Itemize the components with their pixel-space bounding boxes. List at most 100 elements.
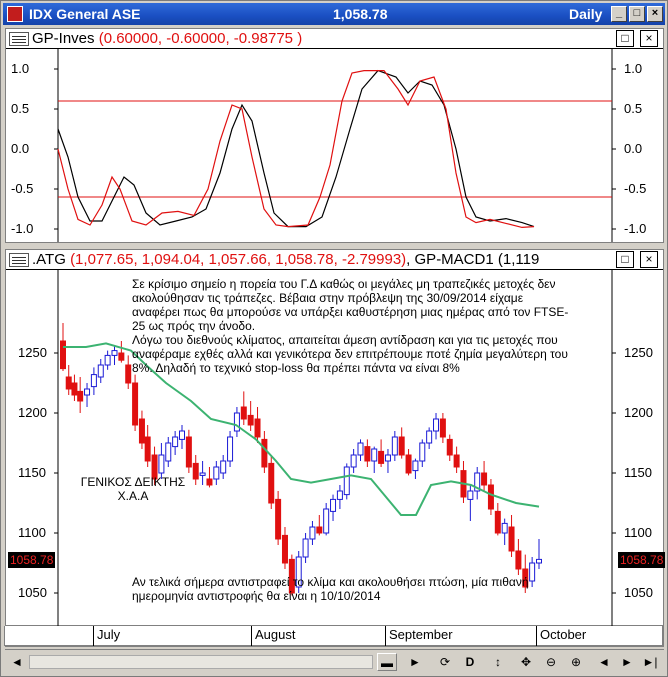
pane-maximize-icon[interactable]: □ <box>616 30 634 47</box>
candle-body <box>343 466 350 496</box>
maximize-icon[interactable]: □ <box>629 6 645 22</box>
candle-body <box>336 490 343 500</box>
candle-body <box>138 418 145 444</box>
candle-body <box>206 478 213 486</box>
candle-body <box>158 454 165 474</box>
candle-body <box>453 454 460 468</box>
candle-body <box>378 450 385 464</box>
minimize-icon[interactable]: _ <box>611 6 627 22</box>
commentary-text: Σε κρίσιμο σημείο η πορεία του Γ.Δ καθώς… <box>132 277 569 375</box>
candle-body <box>84 388 91 396</box>
price-y-tick-left: 1200 <box>18 405 47 420</box>
candle-body <box>302 538 309 558</box>
footer-note: Αν τελικά σήμερα αντιστραφεί το κλίμα κα… <box>132 575 529 603</box>
candle-body <box>179 430 185 440</box>
candle-body <box>111 350 118 356</box>
candle-body <box>151 454 158 480</box>
candle-body <box>227 436 234 462</box>
candle-body <box>281 534 288 564</box>
candle-body <box>371 448 378 462</box>
candle-body <box>60 340 66 370</box>
candle-body <box>529 562 536 582</box>
candle-body <box>323 508 330 534</box>
price-y-tick-right: 1150 <box>624 465 652 480</box>
price-y-tick-left: 1100 <box>18 525 46 540</box>
candle-body <box>172 436 179 448</box>
price-header: .ATG (1,077.65, 1,094.04, 1,057.66, 1,05… <box>6 250 663 270</box>
month-axis: July August September October <box>4 626 663 646</box>
candle-body <box>536 558 542 564</box>
candle-body <box>412 460 419 472</box>
pane-close-icon[interactable]: × <box>640 251 658 268</box>
close-icon[interactable]: × <box>647 6 663 22</box>
osc-y-tick-left: 0.0 <box>11 141 29 156</box>
candle-body <box>494 510 501 534</box>
candle-body <box>515 550 522 570</box>
candle-body <box>426 430 433 444</box>
candle-body <box>398 436 405 456</box>
candle-body <box>522 568 529 588</box>
symbol-values: (1,077.65, 1,094.04, 1,057.66, 1,058.78,… <box>70 251 407 268</box>
pane-menu-icon[interactable] <box>9 253 29 267</box>
scroll-track[interactable] <box>29 655 373 669</box>
overlay-name: GP-MACD1 <box>414 251 494 268</box>
zoom-in-icon[interactable]: ⊕ <box>570 655 582 669</box>
scroll-thumb[interactable]: ▬ <box>377 653 397 671</box>
osc-y-tick-left: -0.5 <box>11 181 33 196</box>
last-icon[interactable]: ►| <box>642 655 658 669</box>
window-title: IDX General ASE <box>29 6 141 22</box>
pane-maximize-icon[interactable]: □ <box>616 251 634 268</box>
scroll-left-icon[interactable]: ◄ <box>11 655 23 669</box>
candle-body <box>467 490 474 500</box>
candle-body <box>185 436 192 468</box>
oscillator-name: GP-Inves <box>32 30 95 47</box>
oscillator-black-line <box>57 69 535 228</box>
osc-y-tick-right: 0.5 <box>624 101 642 116</box>
pane-menu-icon[interactable] <box>9 32 29 46</box>
price-y-tick-right: 1200 <box>624 405 653 420</box>
osc-y-tick-left: 1.0 <box>11 61 29 76</box>
oscillator-pane: GP-Inves (0.60000, -0.60000, -0.98775 ) … <box>5 28 664 243</box>
price-y-tick-left: 1250 <box>18 345 47 360</box>
last-price-left: 1058.78 <box>8 552 56 568</box>
month-label: July <box>97 627 121 642</box>
price-y-tick-left: 1050 <box>18 585 47 600</box>
title-bar[interactable]: IDX General ASE 1,058.78 Daily _ □ × <box>3 3 665 25</box>
scroll-right-icon[interactable]: ► <box>409 655 421 669</box>
candle-body <box>288 558 295 594</box>
candle-body <box>118 352 125 361</box>
price-y-tick-right: 1100 <box>624 525 652 540</box>
window-value: 1,058.78 <box>333 6 388 22</box>
osc-y-tick-right: -0.5 <box>624 181 646 196</box>
pan-icon[interactable]: ✥ <box>520 655 532 669</box>
pane-close-icon[interactable]: × <box>640 30 658 47</box>
candle-body <box>192 462 199 480</box>
candle-body <box>220 460 227 474</box>
moving-average-line <box>63 342 540 516</box>
candle-body <box>316 526 323 534</box>
candle-body <box>309 526 316 540</box>
candle-body <box>405 454 412 474</box>
last-price-right: 1058.78 <box>618 552 666 568</box>
candle-body <box>71 382 78 396</box>
candle-body <box>330 498 337 512</box>
zoom-out-icon[interactable]: ⊖ <box>545 655 557 669</box>
candle-body <box>295 556 302 588</box>
candle-body <box>104 354 111 366</box>
refresh-icon[interactable]: ⟳ <box>439 655 451 669</box>
candle-body <box>357 442 364 456</box>
app-icon <box>7 6 23 22</box>
candle-body <box>481 472 488 486</box>
pan-vertical-icon[interactable]: ↕ <box>495 655 501 669</box>
candle-body <box>419 442 426 462</box>
oscillator-params: (0.60000, -0.60000, -0.98775 ) <box>98 30 303 47</box>
candle-body <box>213 466 220 480</box>
candle-body <box>65 376 72 390</box>
candle-body <box>240 406 247 420</box>
candle-body <box>165 442 172 462</box>
price-y-tick-right: 1250 <box>624 345 653 360</box>
next-icon[interactable]: ► <box>621 655 633 669</box>
d-icon[interactable]: D <box>465 655 475 669</box>
prev-icon[interactable]: ◄ <box>598 655 610 669</box>
month-label: September <box>389 627 453 642</box>
